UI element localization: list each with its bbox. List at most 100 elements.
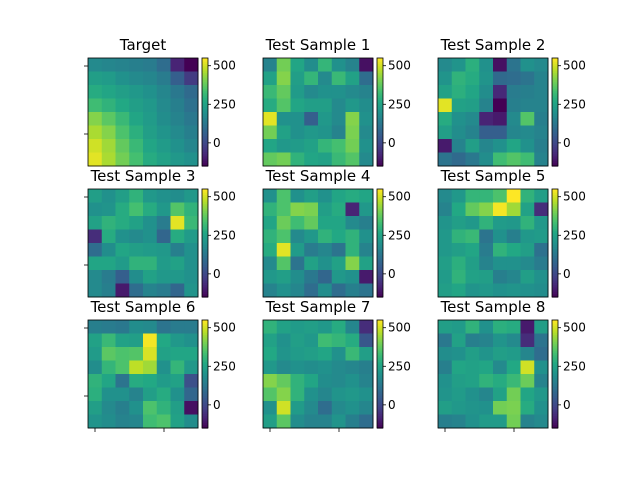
colorbar-segment xyxy=(202,261,208,264)
colorbar-segment xyxy=(552,293,558,296)
heatmap-cell xyxy=(88,112,103,126)
heatmap-cell xyxy=(101,58,116,72)
heatmap-cell xyxy=(520,256,535,271)
colorbar-segment xyxy=(377,244,383,248)
colorbar-segment xyxy=(202,252,208,255)
heatmap-cell xyxy=(359,387,374,402)
heatmap-cell xyxy=(143,58,158,72)
heatmap-cell xyxy=(506,401,521,415)
heatmap-cell xyxy=(101,229,116,244)
heatmap-panel: Target 0 250 500 xyxy=(84,36,236,167)
heatmap-cell xyxy=(156,414,171,429)
heatmap-cell xyxy=(263,333,278,348)
heatmap-cell xyxy=(276,71,291,86)
colorbar-segment xyxy=(202,234,208,237)
colorbar-segment xyxy=(377,162,383,165)
heatmap-cell xyxy=(331,320,346,334)
colorbar-segment xyxy=(377,386,383,389)
heatmap-cell xyxy=(170,139,185,153)
colorbar-segment xyxy=(552,408,558,411)
colorbar-segment xyxy=(552,65,558,68)
colorbar-segment xyxy=(202,139,208,142)
heatmap-cell xyxy=(304,270,319,284)
colorbar-segment xyxy=(552,205,558,208)
heatmap-cell xyxy=(184,112,199,126)
colorbar-segment xyxy=(552,67,558,70)
colorbar-segment xyxy=(377,94,383,97)
heatmap-cell xyxy=(318,139,333,153)
colorbar-segment xyxy=(377,126,383,129)
heatmap-cell xyxy=(184,333,199,348)
heatmap-cell xyxy=(318,374,333,388)
colorbar-segment xyxy=(552,139,558,142)
heatmap-cell xyxy=(493,256,508,271)
colorbar-segment xyxy=(202,399,208,402)
heatmap-cell xyxy=(115,333,130,348)
colorbar-segment xyxy=(552,329,558,332)
colorbar-segment xyxy=(552,158,558,162)
heatmap-cell xyxy=(129,283,144,298)
colorbar-segment xyxy=(552,133,558,136)
heatmap-cell xyxy=(318,189,333,203)
heatmap-cell xyxy=(534,112,549,126)
colorbar-segment xyxy=(202,153,208,156)
heatmap-cell xyxy=(520,414,535,429)
heatmap-cell xyxy=(170,125,185,140)
heatmap-cell xyxy=(534,202,549,217)
colorbar-segment xyxy=(377,379,383,382)
heatmap-cell xyxy=(359,283,374,298)
heatmap-cell xyxy=(170,71,185,86)
heatmap-cell xyxy=(101,202,116,217)
heatmap-cell xyxy=(506,125,521,140)
heatmap-cell xyxy=(156,320,171,334)
colorbar-segment xyxy=(202,255,208,258)
heatmap-cell xyxy=(184,202,199,217)
heatmap-cell xyxy=(479,283,494,298)
colorbar-segment xyxy=(377,375,383,379)
colorbar-segment xyxy=(552,153,558,156)
colorbar-segment xyxy=(552,259,558,262)
heatmap-cell xyxy=(506,58,521,72)
heatmap-cell xyxy=(276,333,291,348)
heatmap-cell xyxy=(493,374,508,388)
heatmap-cell xyxy=(290,347,305,361)
heatmap-cell xyxy=(263,243,278,257)
colorbar-segment xyxy=(552,160,558,163)
heatmap-cell xyxy=(143,229,158,244)
colorbar-segment xyxy=(377,234,383,237)
colorbar-segment xyxy=(552,228,558,231)
heatmap-cell xyxy=(479,202,494,217)
heatmap-cell xyxy=(534,216,549,230)
heatmap-cell xyxy=(520,139,535,153)
heatmap-cell xyxy=(359,152,374,167)
heatmap-cell xyxy=(184,85,199,99)
heatmap-cell xyxy=(129,58,144,72)
colorbar-segment xyxy=(377,210,383,213)
colorbar-frame xyxy=(376,319,384,429)
heatmap-cell xyxy=(359,202,374,217)
colorbar-segment xyxy=(202,241,208,244)
colorbar-segment xyxy=(377,273,383,276)
heatmap-cell xyxy=(156,202,171,217)
heatmap-cell xyxy=(115,283,130,298)
colorbar-segment xyxy=(202,205,208,208)
colorbar-segment xyxy=(202,280,208,284)
colorbar-segment xyxy=(377,419,383,422)
colorbar-segment xyxy=(202,95,208,99)
colorbar-segment xyxy=(202,291,208,294)
heatmap-cell xyxy=(479,216,494,230)
heatmap-cell xyxy=(438,112,453,126)
heatmap-cell xyxy=(143,347,158,361)
colorbar-segment xyxy=(202,199,208,203)
panel-title: Test Sample 8 xyxy=(440,298,546,316)
colorbar-segment xyxy=(377,348,383,352)
colorbar-segment xyxy=(202,59,208,63)
colorbar-segment xyxy=(202,359,208,362)
colorbar-segment xyxy=(202,198,208,201)
heatmap-cell xyxy=(451,360,466,375)
axes-frame xyxy=(437,319,549,429)
heatmap-cell xyxy=(345,125,360,140)
heatmap-cell xyxy=(520,85,535,99)
colorbar-segment xyxy=(552,86,558,90)
heatmap-cell xyxy=(438,152,453,167)
